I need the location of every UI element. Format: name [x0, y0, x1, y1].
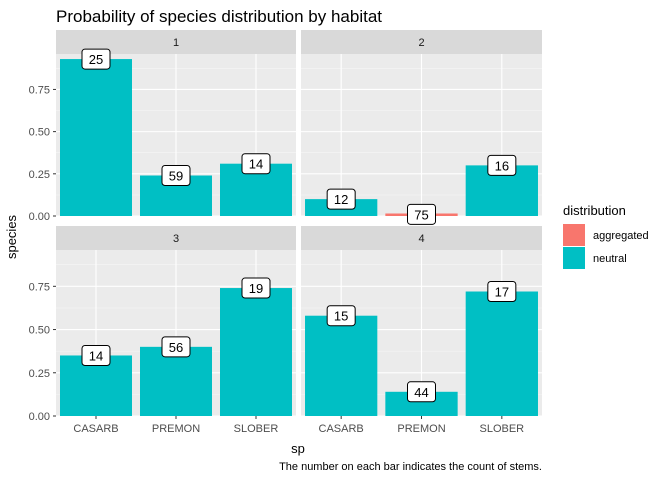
count-label-box: [241, 153, 271, 175]
bar: [220, 288, 292, 416]
count-label-box: [161, 165, 191, 186]
count-label: 75: [414, 207, 428, 222]
facet-strip: [301, 226, 542, 250]
bar: [305, 315, 378, 416]
facet-strip-label: 1: [173, 37, 179, 49]
count-label-box: [326, 188, 356, 210]
chart-title: Probability of species distribution by h…: [56, 7, 382, 26]
legend-key-neutral: [563, 247, 585, 269]
x-tick-label: CASARB: [73, 423, 118, 435]
x-tick-label: SLOBER: [480, 423, 525, 435]
y-axis-title: species: [4, 214, 19, 259]
count-label: 15: [334, 309, 348, 324]
legend-key-aggregated: [563, 224, 585, 246]
count-label: 44: [414, 385, 428, 400]
count-label-box: [487, 154, 517, 176]
facet-panels: 1 25 59 14 0.00 0.25 0.50 0.75 2 12 75 16 3 14 56 19 0.0…: [29, 30, 542, 435]
count-label-box: [326, 305, 356, 327]
facet-strip-label: 2: [418, 37, 424, 49]
count-label: 14: [249, 157, 263, 172]
count-label-box: [407, 381, 436, 403]
count-label: 17: [495, 285, 509, 300]
y-tick-label: 0.00: [29, 211, 50, 223]
facet-strip-label: 3: [173, 233, 179, 245]
x-tick-label: SLOBER: [234, 423, 279, 435]
bar: [60, 59, 132, 216]
count-label-box: [161, 336, 191, 358]
count-label-box: [81, 48, 111, 70]
count-label: 12: [334, 192, 348, 207]
y-tick-label: 0.50: [29, 127, 50, 139]
legend-label-neutral: neutral: [593, 253, 627, 265]
count-label: 16: [495, 158, 509, 173]
facet-strip: [56, 226, 296, 250]
y-tick-label: 0.75: [29, 281, 50, 293]
x-tick-label: PREMON: [397, 423, 445, 435]
chart-caption: The number on each bar indicates the cou…: [279, 461, 542, 473]
count-label: 14: [89, 348, 103, 363]
count-label: 25: [89, 52, 103, 67]
legend-label-aggregated: aggregated: [593, 230, 649, 242]
count-label-box: [81, 344, 111, 366]
count-label-box: [487, 281, 517, 302]
y-tick-label: 0.75: [29, 84, 50, 96]
y-tick-label: 0.50: [29, 325, 50, 337]
legend: distribution aggregated neutral: [563, 203, 649, 269]
bar: [140, 346, 212, 416]
x-axis-title: sp: [291, 441, 305, 456]
count-label-box: [407, 203, 436, 225]
x-tick-label: PREMON: [152, 423, 200, 435]
y-tick-label: 0.25: [29, 169, 50, 181]
count-label: 59: [169, 169, 183, 184]
facet-strip-label: 4: [418, 233, 424, 245]
y-tick-label: 0.25: [29, 368, 50, 380]
bar: [465, 291, 538, 416]
facet-strip: [301, 30, 542, 54]
x-tick-label: CASARB: [319, 423, 364, 435]
y-tick-label: 0.00: [29, 411, 50, 423]
count-label: 56: [169, 340, 183, 355]
count-label: 19: [249, 281, 263, 296]
legend-title: distribution: [563, 203, 626, 218]
count-label-box: [241, 277, 271, 299]
